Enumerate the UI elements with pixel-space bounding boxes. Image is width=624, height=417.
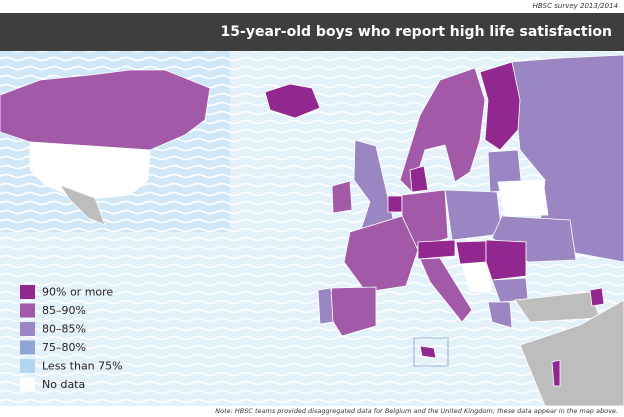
canada — [0, 69, 211, 151]
belarus — [497, 179, 549, 217]
legend-label: 75–80% — [42, 341, 86, 354]
mexico — [58, 184, 106, 226]
hungary — [455, 240, 487, 265]
france — [343, 215, 419, 293]
legend-label: 80–85% — [42, 323, 86, 336]
iceland — [264, 83, 321, 119]
legend-label: Less than 75% — [42, 360, 123, 373]
legend-swatch — [20, 322, 35, 336]
finland — [479, 61, 521, 151]
legend-swatch — [20, 285, 35, 299]
source: HBSC survey 2013/2014 — [533, 2, 618, 10]
malta — [419, 345, 437, 359]
romania — [485, 239, 527, 281]
netherlands — [387, 195, 403, 213]
legend-swatch — [20, 303, 35, 318]
austria — [417, 239, 456, 260]
italy — [419, 257, 473, 323]
greece — [487, 301, 513, 329]
legend-label: 85–90% — [42, 304, 86, 317]
scandinavia — [399, 67, 486, 193]
legend: 90% or more 85–90% 80–85% 75–80% Less than 7… — [20, 285, 123, 392]
ireland — [331, 180, 353, 214]
note-label: Note: — [215, 407, 233, 415]
legend-swatch — [20, 377, 35, 392]
serbia — [461, 262, 493, 293]
note: Note: HBSC teams provided disaggregated … — [215, 407, 618, 415]
israel — [551, 359, 561, 387]
legend-label: No data — [42, 378, 85, 391]
armenia — [589, 287, 605, 307]
title-band — [0, 13, 624, 51]
portugal — [317, 287, 334, 325]
africa — [519, 299, 624, 407]
denmark — [409, 165, 429, 193]
poland — [444, 189, 503, 241]
title: 15-year-old boys who report high life sa… — [221, 24, 612, 40]
map — [0, 54, 624, 407]
malta-inset — [413, 337, 449, 367]
note-text: HBSC teams provided disaggregated data f… — [235, 407, 618, 415]
legend-swatch — [20, 359, 35, 373]
legend-label: 90% or more — [42, 286, 113, 299]
legend-swatch — [20, 340, 35, 355]
